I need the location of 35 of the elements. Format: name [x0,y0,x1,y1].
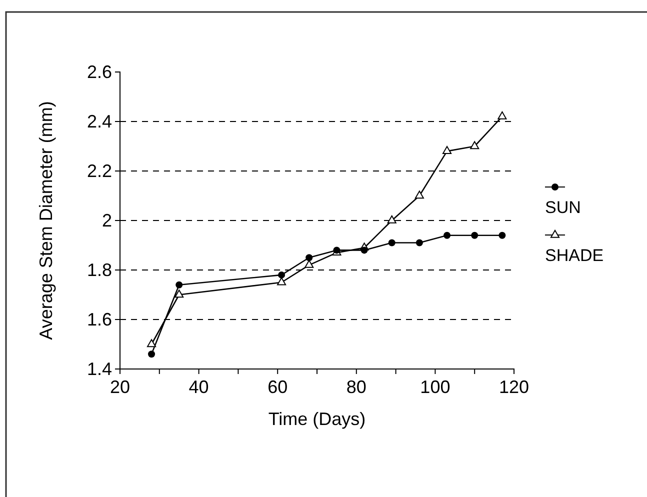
point [442,146,452,154]
x-axis-title: Time (Days) [268,409,366,429]
point [176,281,183,288]
x-tick-label: 20 [110,377,130,398]
point [498,111,507,120]
y-tick-label: 1.4 [86,358,112,379]
point [360,246,368,254]
point [471,232,478,239]
point [470,141,480,150]
y-tick-label: 1.6 [86,309,112,330]
y-tick-label: 2.4 [86,111,112,132]
point [387,215,396,224]
y-axis-title: Average Stem Diameter (mm) [36,101,56,340]
point [444,232,451,239]
point [278,271,286,278]
point [388,239,396,246]
point [174,290,184,298]
y-tick-label: 1.8 [86,260,112,280]
x-tick-label: 40 [188,377,209,398]
y-tick-label: 2 [102,210,112,230]
x-tick-label: 120 [498,377,530,398]
legend-label: SUN [545,198,581,217]
x-tick-label: 100 [420,377,450,398]
point [498,232,506,239]
point [416,239,423,246]
x-tick-label: 60 [268,377,288,398]
y-tick-label: 2.6 [86,62,112,82]
point [306,254,313,262]
x-tick-label: 80 [346,377,366,398]
point [148,350,156,358]
y-tick-label: 2.2 [86,160,112,181]
point [414,190,424,199]
legend-label: SHADE [545,246,604,265]
point [147,339,156,348]
point [277,277,286,286]
